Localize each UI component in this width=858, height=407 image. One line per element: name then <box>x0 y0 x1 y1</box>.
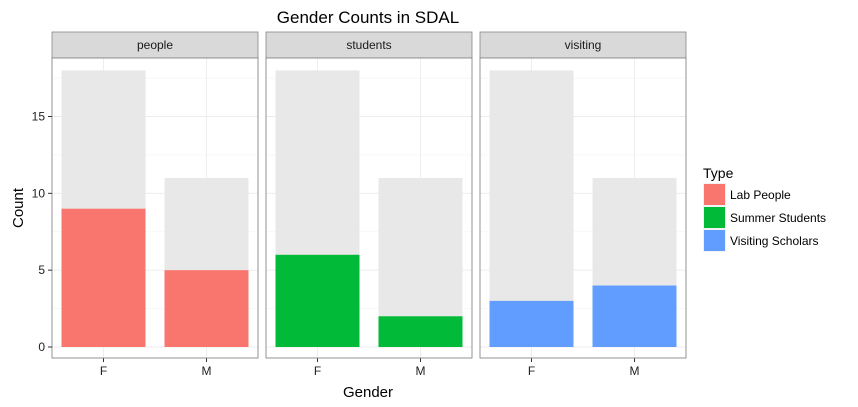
legend-swatch <box>704 230 725 251</box>
legend-item: Lab People <box>703 183 791 206</box>
legend-label: Lab People <box>730 188 791 202</box>
legend-title: Type <box>703 165 734 181</box>
legend-item: Visiting Scholars <box>703 229 819 252</box>
y-tick-label: 10 <box>32 186 46 200</box>
facet-panel-students: students F M <box>265 31 473 378</box>
x-tick-label: M <box>630 364 640 378</box>
bar-students-F <box>275 254 360 347</box>
chart-title: Gender Counts in SDAL <box>277 8 459 27</box>
facet-strip <box>479 31 687 59</box>
bar-visiting-F <box>489 300 574 347</box>
bar-people-M <box>164 270 249 347</box>
x-tick-label: F <box>528 364 535 378</box>
x-tick-label: F <box>100 364 107 378</box>
x-tick-label: M <box>202 364 212 378</box>
x-tick-label: F <box>314 364 321 378</box>
legend-label: Summer Students <box>730 211 826 225</box>
bar-students-M <box>378 316 463 347</box>
facet-strip <box>265 31 473 59</box>
y-tick-label: 5 <box>38 263 45 277</box>
facet-strip <box>51 31 259 59</box>
y-tick-label: 15 <box>32 110 46 124</box>
y-axis: 0 5 10 15 <box>32 110 52 354</box>
legend-item: Summer Students <box>703 206 826 229</box>
facet-strip-label: visiting <box>565 38 602 52</box>
y-tick-label: 0 <box>38 340 45 354</box>
legend: Type Lab People Summer Students Visiting S… <box>703 165 826 252</box>
x-tick-label: M <box>416 364 426 378</box>
legend-swatch <box>704 207 725 228</box>
legend-swatch <box>704 184 725 205</box>
facet-panel-people: people F M <box>51 31 259 378</box>
bar-people-F <box>61 208 146 347</box>
x-axis-title: Gender <box>343 384 393 401</box>
facet-panel-visiting: visiting F M <box>479 31 687 378</box>
legend-label: Visiting Scholars <box>730 234 819 248</box>
facet-strip-label: people <box>137 38 173 52</box>
panel-border <box>479 57 687 359</box>
facet-strip-label: students <box>346 38 391 52</box>
panel-border <box>265 57 473 359</box>
y-axis-title: Count <box>10 187 27 228</box>
panel-border <box>51 57 259 359</box>
bar-visiting-M <box>592 285 677 347</box>
